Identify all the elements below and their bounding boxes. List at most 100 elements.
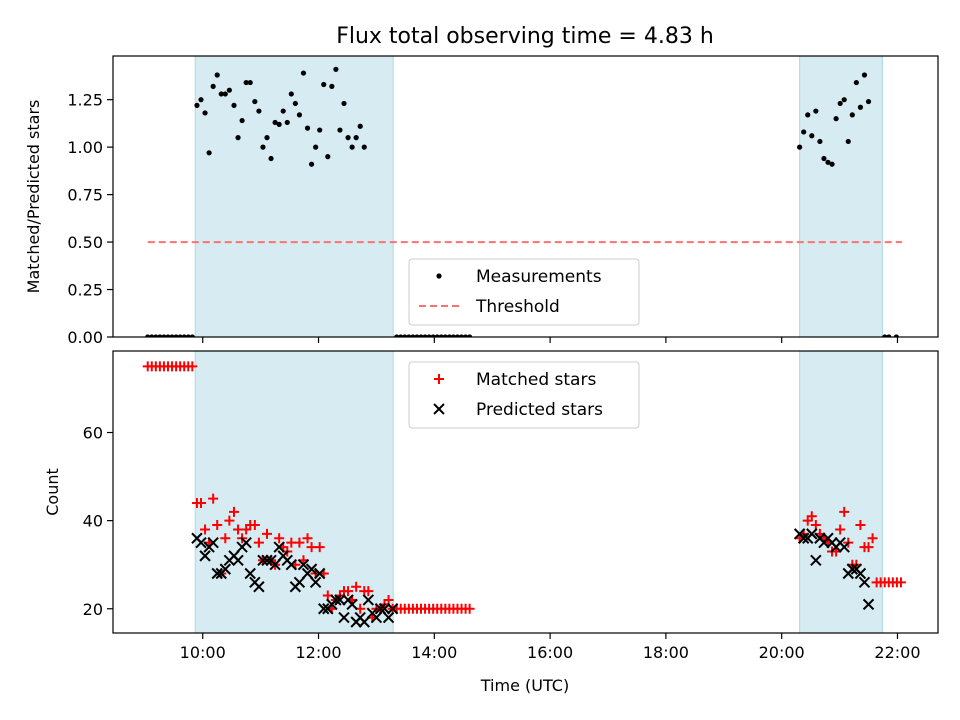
data-point [202, 110, 208, 116]
data-point [294, 537, 305, 548]
data-point [343, 586, 354, 597]
data-point [224, 515, 235, 526]
data-point [321, 81, 327, 88]
data-point [229, 506, 239, 517]
data-point [829, 161, 835, 167]
data-point [853, 79, 859, 86]
data-point [249, 520, 260, 531]
data-point [313, 567, 326, 580]
shaded-interval-2 [799, 350, 883, 634]
data-point [351, 581, 362, 592]
data-point [276, 121, 282, 127]
data-point [414, 334, 420, 337]
data-point [858, 576, 871, 589]
data-point [302, 533, 313, 544]
data-point [450, 334, 457, 337]
data-point [810, 554, 822, 567]
data-point [346, 598, 358, 611]
data-point [382, 611, 395, 624]
data-point [809, 133, 815, 139]
data-point [280, 108, 286, 114]
data-point [446, 334, 452, 337]
data-point [253, 537, 264, 548]
data-point [797, 532, 810, 544]
data-point [288, 91, 294, 97]
data-point [304, 125, 311, 131]
data-point [196, 498, 206, 509]
x-tick-label: 22:00 [874, 643, 920, 662]
data-point [374, 603, 387, 615]
data-point [862, 598, 875, 611]
data-point [293, 576, 306, 589]
legend-box [408, 258, 640, 326]
data-point [817, 138, 823, 145]
data-point [865, 98, 872, 105]
data-point [274, 533, 285, 544]
data-point [297, 558, 310, 571]
data-point [362, 594, 375, 606]
data-point [426, 334, 432, 337]
x-tick-label: 20:00 [759, 643, 805, 662]
data-point [867, 533, 878, 544]
data-point [846, 563, 859, 575]
data-point [434, 334, 440, 337]
data-point [895, 577, 906, 588]
data-point [338, 611, 350, 624]
data-point [262, 528, 272, 539]
data-point [231, 102, 237, 108]
data-point [240, 536, 252, 549]
data-point [402, 334, 408, 337]
data-point [211, 567, 223, 580]
data-point [833, 116, 839, 122]
y-tick-label: 0.50 [67, 233, 103, 252]
data-point [845, 138, 851, 145]
data-point [235, 135, 241, 141]
data-point [157, 334, 163, 337]
data-point [185, 334, 191, 337]
data-point [165, 334, 171, 337]
y-tick-label: 0.00 [67, 328, 103, 347]
data-point [835, 524, 846, 535]
data-point [207, 536, 219, 549]
legend-entry-label: Measurements [476, 267, 602, 287]
series-measurements [145, 66, 899, 337]
x-tick-label: 10:00 [180, 643, 226, 662]
data-point [837, 100, 843, 107]
data-point [296, 112, 303, 118]
data-point [854, 567, 867, 580]
data-point [199, 550, 211, 562]
data-point [285, 558, 298, 571]
data-point [378, 603, 391, 615]
data-point [861, 72, 868, 78]
data-point [841, 97, 847, 103]
data-point [329, 83, 335, 89]
data-point [353, 135, 359, 141]
data-point [349, 144, 355, 150]
data-point [857, 104, 864, 110]
data-point [341, 100, 347, 107]
data-point [292, 100, 298, 107]
data-point [383, 594, 394, 605]
data-point [454, 334, 461, 337]
data-point [821, 155, 827, 162]
data-point [394, 334, 400, 337]
data-point [882, 334, 888, 337]
data-point [308, 161, 315, 167]
data-point [309, 576, 322, 589]
data-point [260, 144, 266, 150]
x-tick-label: 16:00 [527, 643, 573, 662]
data-point [268, 155, 274, 162]
data-point [855, 520, 866, 531]
data-point [189, 334, 195, 337]
data-point [208, 493, 219, 504]
data-point [893, 334, 899, 337]
data-point [458, 334, 465, 337]
data-point [214, 72, 220, 78]
data-point [284, 119, 290, 126]
legend-marker [433, 403, 445, 415]
data-point [161, 334, 167, 337]
legend-marker [434, 374, 444, 384]
data-point [273, 541, 285, 553]
x-tick-label: 18:00 [643, 643, 689, 662]
plot-area [142, 361, 906, 628]
